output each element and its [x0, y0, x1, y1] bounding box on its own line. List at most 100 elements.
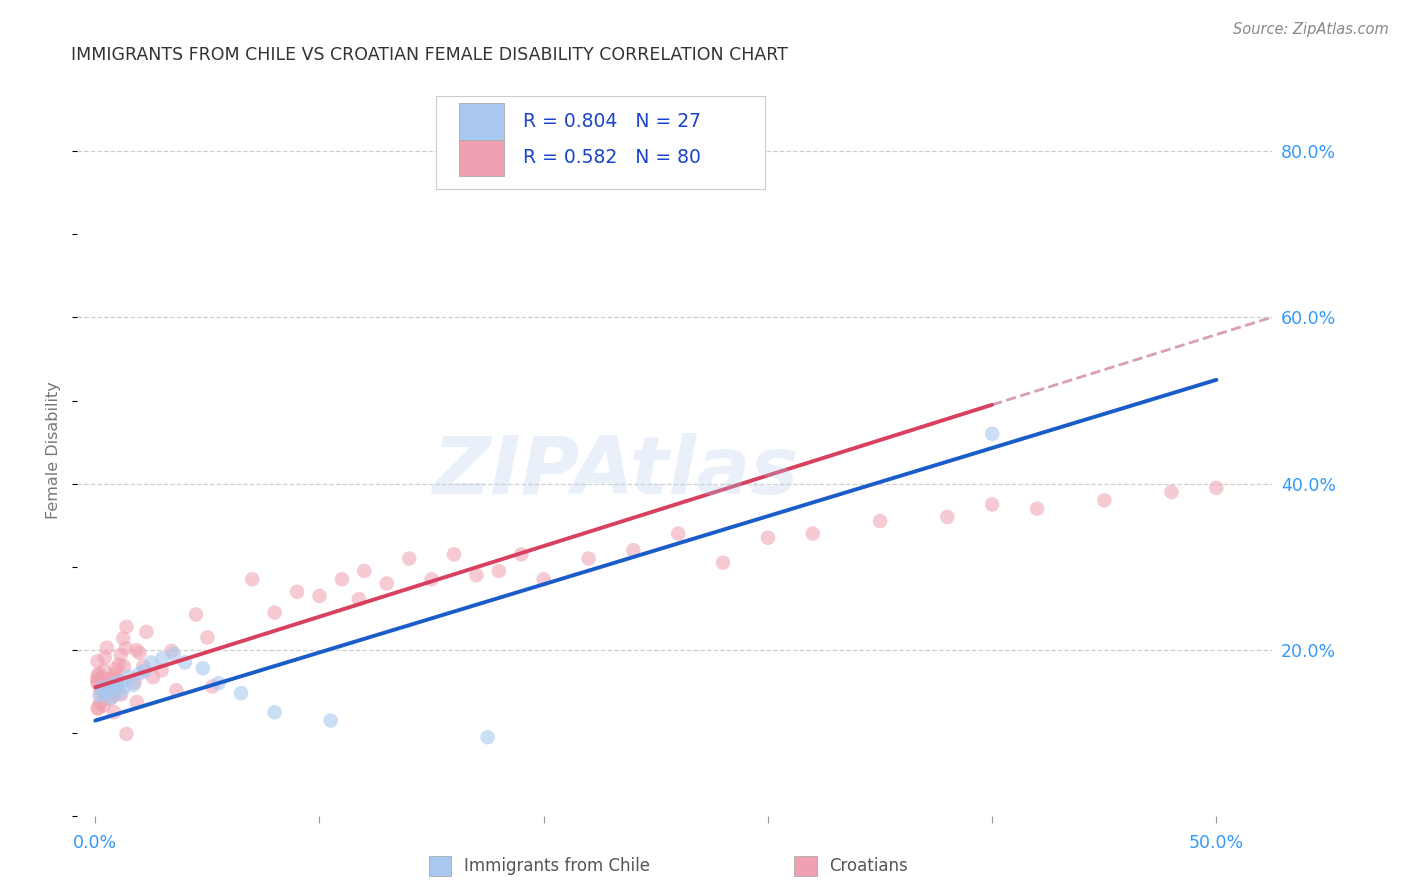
Point — [207, 676, 229, 690]
Point — [353, 564, 375, 578]
Text: R = 0.582   N = 80: R = 0.582 N = 80 — [523, 148, 702, 168]
Point — [285, 584, 308, 599]
Point — [103, 671, 125, 685]
Point — [98, 676, 121, 690]
Point — [112, 659, 135, 673]
Point — [174, 656, 197, 670]
Point — [112, 681, 135, 695]
Point — [91, 681, 114, 695]
Point — [1205, 481, 1227, 495]
Point — [103, 689, 125, 703]
Point — [1026, 501, 1049, 516]
Point — [96, 640, 118, 655]
Bar — [458, 140, 503, 177]
Point — [477, 730, 499, 744]
Point — [135, 624, 157, 639]
Point — [103, 678, 125, 692]
Point — [533, 572, 555, 586]
Point — [398, 551, 420, 566]
Point — [465, 568, 488, 582]
Point — [89, 696, 111, 710]
Point — [100, 691, 122, 706]
FancyBboxPatch shape — [436, 95, 765, 189]
Point — [110, 688, 132, 702]
Point — [93, 686, 115, 700]
Point — [869, 514, 891, 528]
Point — [105, 661, 128, 675]
Point — [86, 675, 108, 690]
Point — [375, 576, 398, 591]
Point — [97, 681, 120, 696]
Text: ZIPAtlas: ZIPAtlas — [432, 434, 799, 511]
Point — [142, 670, 165, 684]
Point — [87, 666, 110, 681]
Point — [104, 676, 127, 690]
Point — [87, 701, 110, 715]
Text: Source: ZipAtlas.com: Source: ZipAtlas.com — [1233, 22, 1389, 37]
Point — [105, 672, 128, 686]
Point — [756, 531, 779, 545]
Point — [94, 650, 117, 665]
Point — [90, 677, 112, 691]
Point — [112, 632, 135, 646]
Point — [86, 669, 108, 683]
Point — [93, 664, 115, 678]
Point — [666, 526, 689, 541]
Point — [801, 526, 824, 541]
Point — [104, 667, 127, 681]
Point — [125, 643, 148, 657]
Point — [111, 674, 134, 689]
Point — [86, 673, 108, 687]
Point — [152, 651, 174, 665]
Bar — [458, 103, 503, 140]
Point — [229, 686, 252, 700]
Point — [105, 677, 128, 691]
Point — [125, 695, 148, 709]
Text: IMMIGRANTS FROM CHILE VS CROATIAN FEMALE DISABILITY CORRELATION CHART: IMMIGRANTS FROM CHILE VS CROATIAN FEMALE… — [72, 45, 789, 63]
Point — [510, 547, 533, 561]
Point — [124, 675, 146, 690]
Point — [981, 498, 1004, 512]
Point — [319, 714, 342, 728]
Point — [97, 672, 120, 686]
Point — [165, 683, 187, 698]
Point — [132, 659, 155, 673]
Point — [107, 681, 129, 695]
Point — [103, 705, 125, 719]
Point — [1160, 485, 1182, 500]
Point — [201, 680, 224, 694]
Point — [160, 644, 183, 658]
Point — [91, 698, 114, 713]
Point — [191, 661, 214, 675]
Point — [263, 706, 285, 720]
Point — [488, 564, 510, 578]
Point — [240, 572, 263, 586]
Point — [108, 686, 131, 700]
Point — [578, 551, 600, 566]
Point — [96, 682, 118, 697]
Point — [86, 676, 108, 690]
Point — [115, 727, 138, 741]
Point — [195, 631, 218, 645]
Point — [420, 572, 443, 586]
Point — [86, 701, 108, 715]
Y-axis label: Female Disability: Female Disability — [46, 382, 62, 519]
Point — [1092, 493, 1115, 508]
Text: R = 0.804   N = 27: R = 0.804 N = 27 — [523, 112, 702, 131]
Point — [110, 648, 132, 662]
Point — [163, 647, 186, 661]
Point — [711, 556, 734, 570]
Point — [89, 685, 111, 699]
Point — [141, 656, 163, 670]
Point — [122, 678, 145, 692]
Point — [347, 592, 370, 607]
Point — [98, 681, 121, 695]
Point — [86, 654, 108, 668]
Point — [330, 572, 353, 586]
Point — [108, 657, 131, 672]
Point — [115, 620, 138, 634]
Point — [134, 664, 156, 678]
Point — [184, 607, 207, 622]
Point — [97, 684, 120, 698]
Point — [89, 689, 111, 703]
